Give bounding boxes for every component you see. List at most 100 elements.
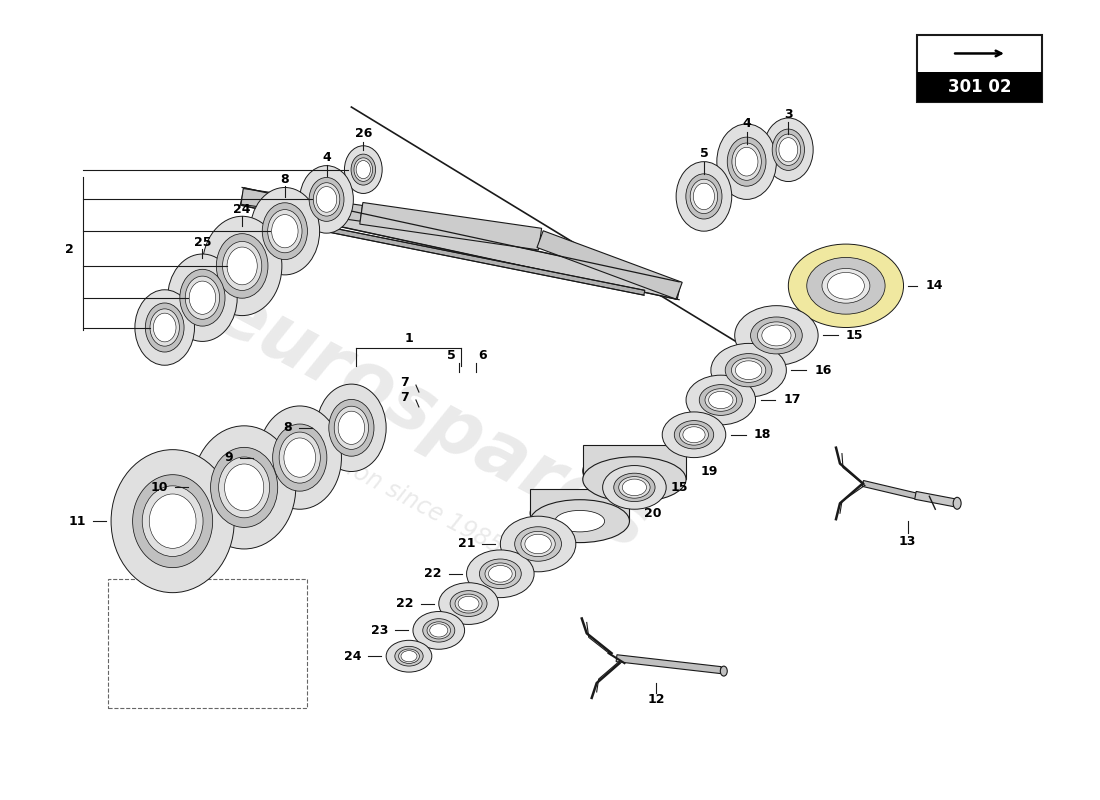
Text: 20: 20: [645, 506, 662, 520]
Text: 8: 8: [280, 173, 289, 186]
Ellipse shape: [732, 143, 761, 180]
Ellipse shape: [398, 649, 419, 663]
Ellipse shape: [314, 182, 340, 216]
Text: 22: 22: [425, 567, 442, 580]
Bar: [917, 34, 1042, 102]
Text: eurospares: eurospares: [200, 274, 661, 566]
Polygon shape: [311, 224, 645, 295]
Ellipse shape: [227, 247, 257, 285]
Ellipse shape: [614, 473, 656, 502]
Text: 15: 15: [846, 329, 864, 342]
Ellipse shape: [758, 322, 795, 349]
Polygon shape: [241, 189, 362, 221]
Text: 4: 4: [742, 118, 751, 130]
Ellipse shape: [317, 186, 337, 212]
Text: 11: 11: [68, 514, 86, 528]
Text: 19: 19: [701, 465, 718, 478]
Ellipse shape: [530, 500, 629, 542]
Ellipse shape: [772, 129, 804, 170]
Ellipse shape: [179, 270, 226, 326]
Ellipse shape: [763, 118, 813, 182]
Ellipse shape: [735, 306, 818, 366]
Ellipse shape: [135, 290, 195, 366]
Ellipse shape: [185, 276, 220, 319]
Ellipse shape: [258, 406, 341, 510]
Text: 17: 17: [783, 394, 801, 406]
Ellipse shape: [954, 498, 961, 510]
Ellipse shape: [395, 646, 424, 666]
Polygon shape: [240, 188, 681, 299]
Ellipse shape: [329, 399, 374, 456]
Polygon shape: [583, 446, 686, 479]
Ellipse shape: [623, 479, 647, 496]
Text: 10: 10: [151, 481, 167, 494]
Polygon shape: [360, 202, 541, 250]
Text: 5: 5: [700, 147, 708, 160]
Ellipse shape: [284, 438, 316, 478]
Ellipse shape: [272, 214, 298, 248]
Text: 18: 18: [754, 428, 771, 442]
Ellipse shape: [683, 426, 705, 442]
Ellipse shape: [727, 137, 766, 186]
Ellipse shape: [525, 534, 551, 554]
Ellipse shape: [262, 202, 307, 259]
Ellipse shape: [427, 622, 451, 639]
Ellipse shape: [690, 179, 717, 214]
Ellipse shape: [735, 147, 758, 176]
Ellipse shape: [762, 325, 791, 346]
Ellipse shape: [202, 216, 282, 315]
Text: 22: 22: [396, 597, 414, 610]
Ellipse shape: [279, 432, 320, 483]
Ellipse shape: [167, 254, 238, 342]
Text: 5: 5: [447, 349, 455, 362]
Ellipse shape: [789, 244, 903, 327]
Ellipse shape: [530, 492, 629, 534]
Ellipse shape: [217, 234, 268, 298]
Ellipse shape: [150, 494, 196, 548]
Text: 24: 24: [233, 203, 251, 216]
Ellipse shape: [603, 466, 667, 510]
Text: 4: 4: [322, 151, 331, 164]
Ellipse shape: [430, 624, 448, 637]
Polygon shape: [537, 230, 682, 299]
Text: 301 02: 301 02: [948, 78, 1011, 96]
Polygon shape: [530, 489, 629, 521]
Ellipse shape: [583, 457, 686, 502]
Ellipse shape: [608, 468, 660, 490]
Ellipse shape: [556, 510, 605, 532]
Text: 14: 14: [925, 279, 943, 292]
Ellipse shape: [480, 559, 521, 589]
Ellipse shape: [192, 426, 296, 549]
Ellipse shape: [750, 317, 802, 354]
Ellipse shape: [662, 412, 726, 458]
Text: 24: 24: [344, 650, 361, 662]
Ellipse shape: [222, 242, 262, 290]
Ellipse shape: [344, 146, 382, 194]
Ellipse shape: [450, 590, 487, 617]
Ellipse shape: [717, 124, 777, 199]
Ellipse shape: [485, 563, 516, 585]
Ellipse shape: [422, 618, 454, 642]
Ellipse shape: [317, 384, 386, 471]
Ellipse shape: [145, 303, 184, 352]
Ellipse shape: [338, 411, 364, 445]
Ellipse shape: [708, 391, 733, 409]
Ellipse shape: [736, 361, 762, 379]
Text: 25: 25: [194, 236, 211, 249]
Ellipse shape: [680, 424, 708, 445]
Ellipse shape: [676, 162, 732, 231]
Text: 3: 3: [784, 107, 793, 121]
Ellipse shape: [500, 516, 575, 572]
Ellipse shape: [273, 424, 327, 491]
Ellipse shape: [806, 258, 886, 314]
Ellipse shape: [133, 474, 212, 568]
Ellipse shape: [700, 385, 743, 415]
Text: 26: 26: [354, 127, 372, 140]
Ellipse shape: [150, 309, 179, 346]
Text: 16: 16: [814, 364, 832, 377]
Polygon shape: [616, 654, 722, 674]
Ellipse shape: [267, 210, 303, 253]
Ellipse shape: [334, 406, 368, 450]
Ellipse shape: [686, 375, 756, 425]
Ellipse shape: [210, 447, 277, 527]
